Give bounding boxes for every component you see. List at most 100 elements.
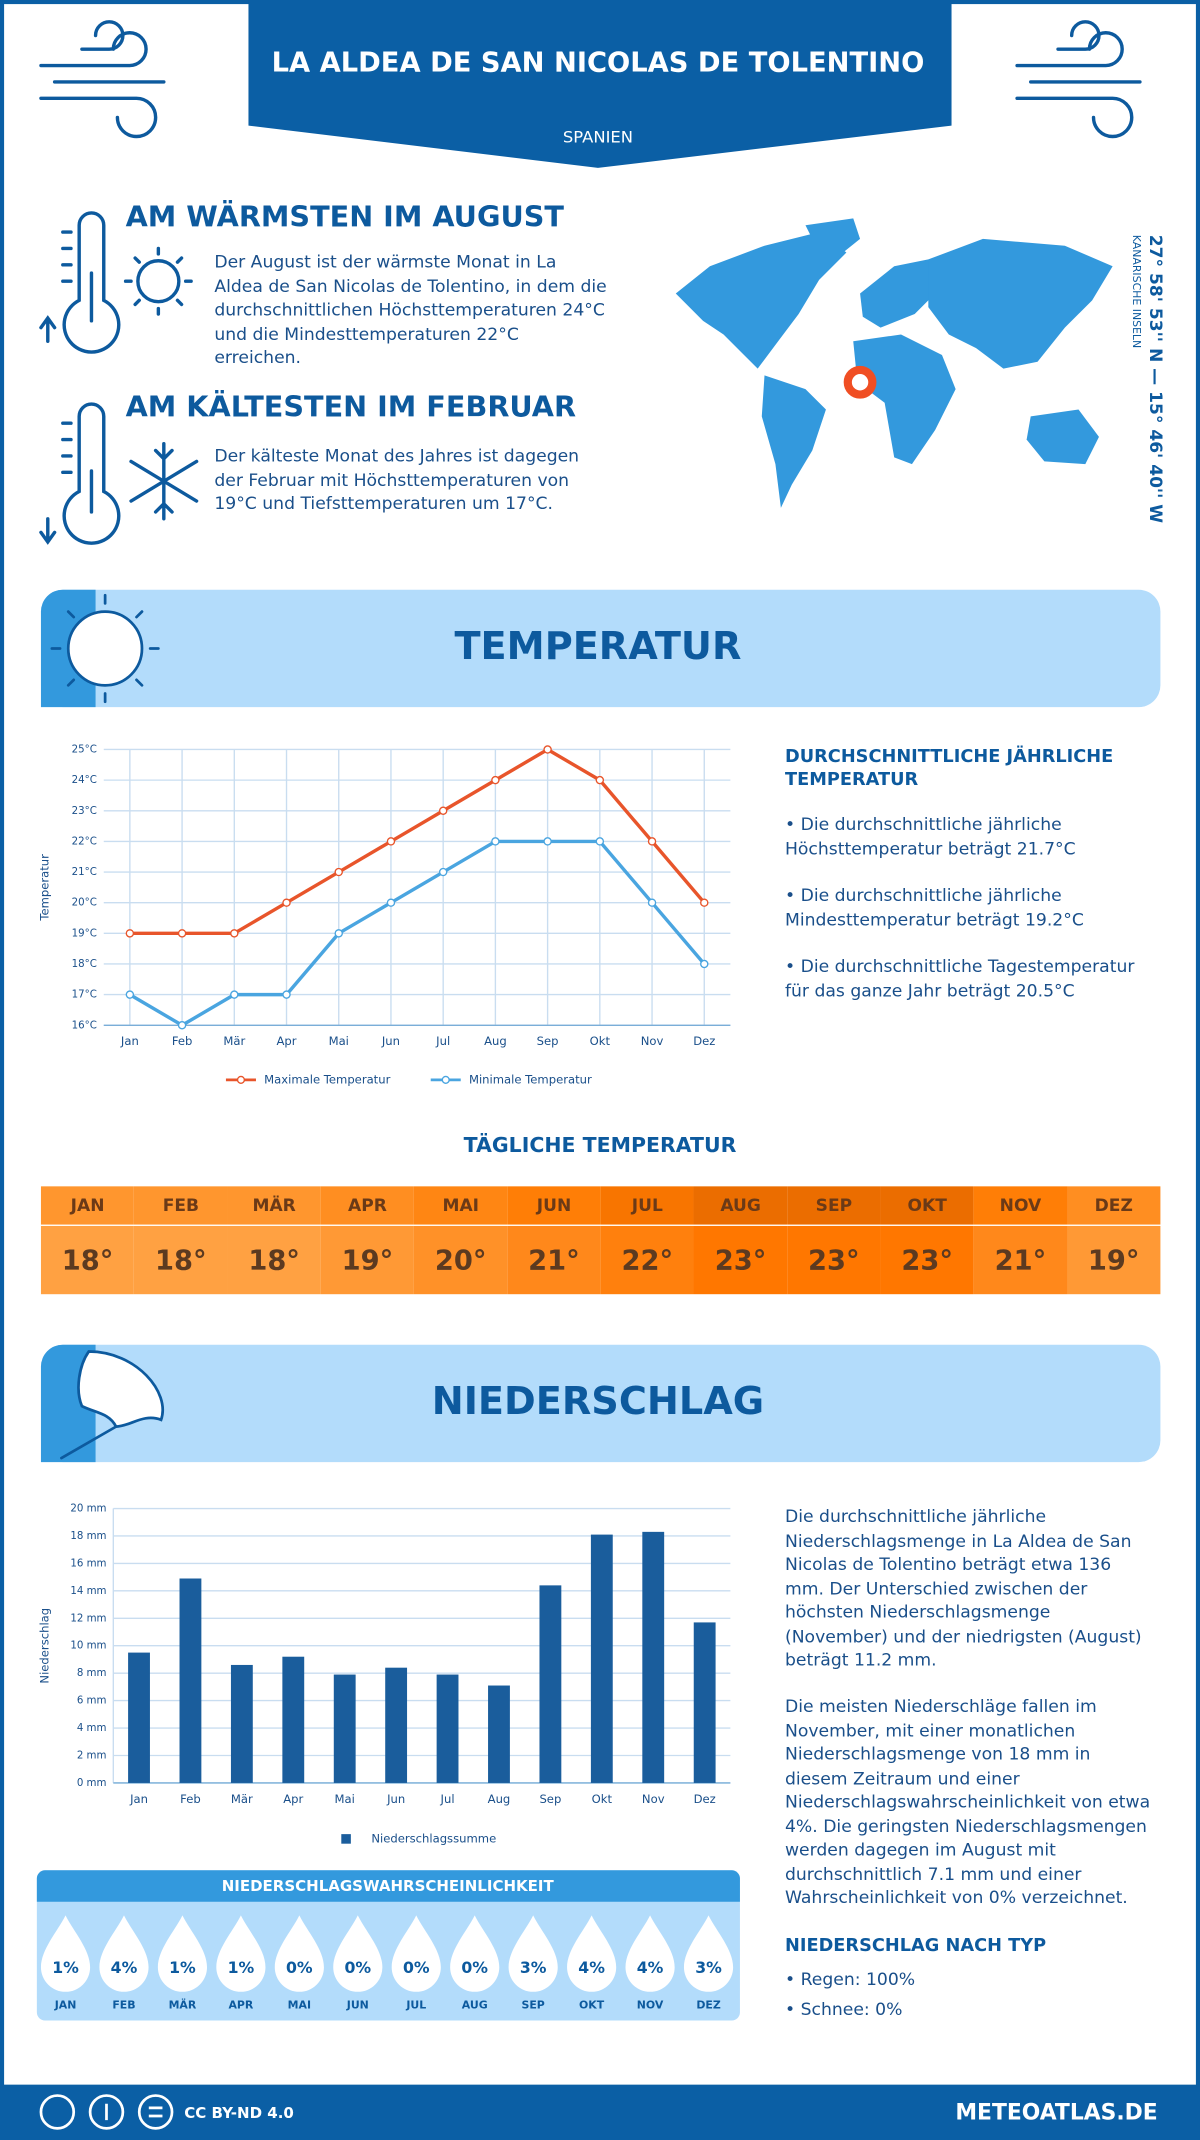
x-tick-label: Aug bbox=[488, 1792, 511, 1806]
summary-title: DURCHSCHNITTLICHE JÄHRLICHE TEMPERATUR bbox=[784, 746, 1114, 791]
temp-cell: 19° bbox=[320, 1225, 415, 1295]
x-tick-label: Sep bbox=[537, 1034, 559, 1048]
x-tick-label: Nov bbox=[642, 1792, 665, 1806]
decoration bbox=[853, 334, 956, 465]
line bbox=[128, 839, 706, 1028]
legend-marker bbox=[341, 1834, 351, 1844]
probability-label: 0% bbox=[403, 1958, 430, 1977]
type-title: NIEDERSCHLAG NACH TYP bbox=[784, 1935, 1047, 1957]
y-tick-label: 8 mm bbox=[77, 1668, 107, 1679]
month-label: MAI bbox=[288, 1998, 311, 2011]
bar bbox=[693, 1622, 716, 1783]
probability-label: 4% bbox=[637, 1958, 664, 1977]
banner bbox=[40, 589, 1161, 708]
legend-label: Minimale Temperatur bbox=[469, 1072, 592, 1086]
decoration bbox=[77, 1350, 164, 1428]
temp-cell: 18° bbox=[40, 1225, 135, 1295]
decoration bbox=[39, 211, 121, 354]
month-label: SEP bbox=[522, 1998, 545, 2011]
x-tick-label: Mai bbox=[335, 1792, 355, 1806]
daily-title: TÄGLICHE TEMPERATUR bbox=[463, 1133, 737, 1158]
temperature-chart: 16°C 17°C 18°C 19°C 20°C 21°C 22°C 23°C 24°C 25°C… bbox=[38, 744, 731, 1086]
y-tick-label: 16 mm bbox=[70, 1558, 106, 1569]
license-icons bbox=[39, 2094, 174, 2130]
highlight-text: Der kälteste Monat des Jahres ist dagege… bbox=[214, 445, 580, 514]
site: METEOATLAS.DE bbox=[955, 2100, 1157, 2125]
month-cell: MÄR bbox=[227, 1186, 321, 1225]
y-tick-label: 12 mm bbox=[70, 1613, 106, 1624]
legend-marker bbox=[236, 1075, 246, 1084]
license: CC BY-ND 4.0 bbox=[184, 2104, 294, 2122]
drop bbox=[99, 1915, 149, 1992]
month-label: JUN bbox=[346, 1998, 369, 2011]
decoration bbox=[105, 2103, 163, 2121]
point bbox=[177, 1021, 187, 1030]
y-tick-label: 20°C bbox=[72, 898, 97, 909]
type-item: • Schnee: 0% bbox=[784, 1998, 903, 2020]
point bbox=[282, 898, 291, 907]
legend-label: Niederschlagssumme bbox=[371, 1831, 496, 1845]
month-cell: FEB bbox=[134, 1186, 228, 1225]
legend-marker bbox=[441, 1075, 450, 1084]
bar bbox=[333, 1674, 356, 1783]
point bbox=[438, 867, 448, 877]
y-tick-label: 14 mm bbox=[70, 1586, 106, 1597]
drop bbox=[450, 1915, 500, 1992]
temp-cell: 20° bbox=[414, 1225, 508, 1295]
point bbox=[386, 837, 396, 846]
title-box bbox=[248, 0, 952, 168]
month-label: FEB bbox=[112, 1998, 135, 2011]
decoration bbox=[39, 402, 121, 545]
summary-item: • Die durchschnittliche Tagestemperatur … bbox=[784, 955, 1135, 1001]
point bbox=[438, 806, 448, 816]
point bbox=[491, 775, 500, 785]
probability-box bbox=[36, 1870, 740, 2021]
decoration bbox=[805, 218, 861, 267]
point bbox=[125, 990, 135, 999]
month-cell: APR bbox=[320, 1186, 415, 1225]
thermometer-icons bbox=[39, 211, 199, 545]
decoration bbox=[860, 259, 942, 328]
point bbox=[282, 990, 291, 999]
temp-cell: 23° bbox=[787, 1225, 881, 1295]
summary-item: • Die durchschnittliche jährliche Höchst… bbox=[784, 813, 1076, 859]
x-tick-label: Feb bbox=[180, 1792, 201, 1806]
month-label: DEZ bbox=[696, 1998, 721, 2011]
month-cell: MAI bbox=[414, 1186, 508, 1225]
bar bbox=[642, 1531, 665, 1783]
location-marker bbox=[843, 365, 877, 399]
month-label: JUL bbox=[405, 1998, 426, 2011]
month-label: NOV bbox=[637, 1998, 664, 2011]
y-tick-label: 23°C bbox=[72, 806, 97, 817]
point bbox=[125, 929, 135, 938]
drop bbox=[508, 1915, 558, 1992]
x-tick-label: Jun bbox=[381, 1034, 400, 1048]
decoration bbox=[1026, 409, 1099, 465]
decoration: 1% JAN 4% FEB 1% MÄR 1% APR 0% MAI 0% JUN 0% JUL 0% AUG… bbox=[40, 1915, 734, 2011]
x-tick-label: Apr bbox=[276, 1034, 296, 1048]
x-tick-label: Okt bbox=[592, 1792, 613, 1806]
point bbox=[700, 898, 709, 907]
decoration bbox=[761, 375, 826, 508]
probability-label: 0% bbox=[461, 1958, 488, 1977]
bar bbox=[436, 1674, 459, 1783]
point bbox=[647, 837, 657, 846]
point bbox=[647, 898, 657, 907]
y-tick-label: 6 mm bbox=[77, 1696, 107, 1707]
month-cell: SEP bbox=[787, 1186, 881, 1225]
bar bbox=[488, 1685, 510, 1783]
x-tick-label: Jul bbox=[435, 1034, 450, 1048]
point bbox=[595, 775, 605, 785]
month-cell: JAN bbox=[40, 1186, 135, 1225]
decoration bbox=[137, 2094, 174, 2130]
month-cell: DEZ bbox=[1067, 1186, 1161, 1225]
subtitle: SPANIEN bbox=[563, 127, 633, 146]
decoration bbox=[1015, 20, 1142, 139]
x-tick-label: Mär bbox=[231, 1792, 253, 1806]
point bbox=[491, 837, 500, 846]
x-tick-label: Jan bbox=[120, 1034, 139, 1048]
bar bbox=[590, 1534, 613, 1783]
point bbox=[595, 837, 605, 846]
probability-header bbox=[36, 1870, 740, 1902]
